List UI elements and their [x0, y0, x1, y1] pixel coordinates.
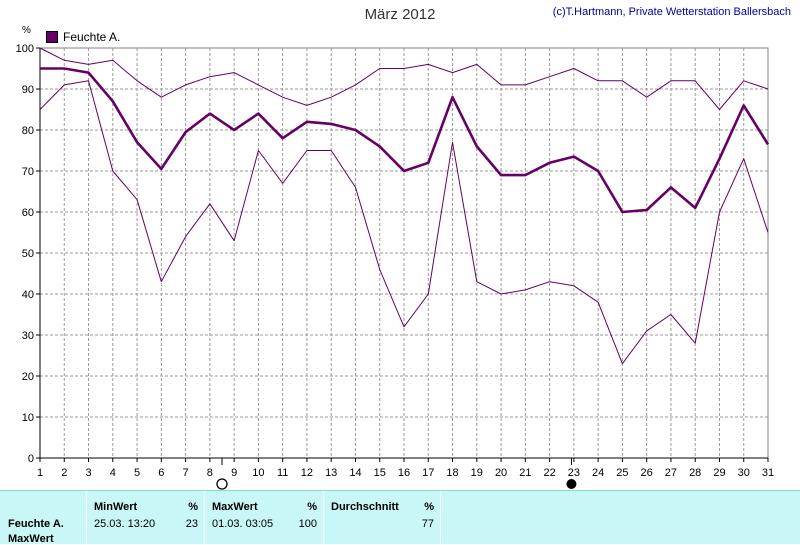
x-tick-label: 13 [325, 467, 337, 479]
stats-row-label-2: MaxWert [8, 533, 54, 545]
y-tick-label: 30 [22, 330, 34, 342]
x-tick-label: 21 [519, 467, 531, 479]
y-tick-label: 0 [28, 453, 34, 465]
y-tick-label: 60 [22, 207, 34, 219]
y-tick-label: 40 [22, 289, 34, 301]
series-line-mean [40, 67, 770, 214]
stats-label-cell: Feuchte A. MaxWert [0, 491, 87, 545]
statistics-panel: Feuchte A. MaxWert MinWert % 25.03. 13:2… [0, 490, 800, 545]
stats-row-label: Feuchte A. [8, 518, 64, 530]
x-tick-label: 4 [110, 467, 116, 479]
x-tick-label: 1 [37, 467, 43, 479]
x-tick-label: 6 [158, 467, 164, 479]
x-tick-label: 18 [446, 467, 458, 479]
y-tick-label: 20 [22, 371, 34, 383]
y-tick-label: 10 [22, 412, 34, 424]
min-date: 25.03. 13:20 [94, 518, 156, 530]
max-header: MaxWert [212, 501, 258, 513]
min-value: 23 [185, 518, 198, 530]
stats-avg-cell: Durchschnitt % 77 [324, 491, 441, 544]
new-moon-icon [566, 479, 577, 489]
x-tick-label: 20 [495, 467, 507, 479]
x-tick-label: 22 [543, 467, 555, 479]
x-tick-label: 17 [422, 467, 434, 479]
stats-min-cell: MinWert % 25.03. 13:20 23 [87, 491, 205, 544]
x-tick-label: 27 [665, 467, 677, 479]
x-tick-label: 15 [374, 467, 386, 479]
max-date: 01.03. 03:05 [212, 518, 274, 530]
max-unit: % [307, 501, 317, 513]
min-header: MinWert [94, 501, 138, 513]
x-tick-label: 14 [349, 467, 361, 479]
x-tick-label: 9 [231, 467, 237, 479]
y-tick-label: 90 [22, 84, 34, 96]
min-unit: % [188, 501, 198, 513]
x-tick-label: 23 [568, 467, 580, 479]
x-tick-label: 29 [713, 467, 725, 479]
series-line-min [39, 80, 769, 365]
chart-title: März 2012 [364, 6, 436, 23]
x-tick-label: 12 [301, 467, 313, 479]
y-tick-label: 70 [22, 166, 34, 178]
x-tick-label: 16 [398, 467, 410, 479]
x-tick-label: 10 [252, 467, 264, 479]
y-tick-label: 100 [16, 43, 34, 55]
x-tick-label: 19 [471, 467, 483, 479]
x-tick-label: 8 [207, 467, 213, 479]
x-tick-label: 5 [134, 467, 140, 479]
copyright-text: (c)T.Hartmann, Private Wetterstation Bal… [552, 6, 791, 18]
stats-max-cell: MaxWert % 01.03. 03:05 100 [205, 491, 324, 544]
x-tick-label: 25 [616, 467, 628, 479]
y-axis-unit: % [22, 25, 31, 36]
x-tick-label: 28 [689, 467, 701, 479]
x-tick-label: 11 [277, 467, 288, 479]
avg-header: Durchschnitt [331, 501, 399, 513]
y-tick-label: 80 [22, 125, 34, 137]
x-tick-label: 24 [592, 467, 604, 479]
x-tick-label: 7 [183, 467, 189, 479]
x-tick-label: 3 [85, 467, 91, 479]
x-tick-label: 2 [61, 467, 67, 479]
x-tick-label: 30 [738, 467, 750, 479]
avg-unit: % [424, 501, 434, 513]
x-tick-label: 26 [641, 467, 653, 479]
legend-swatch [46, 31, 58, 43]
legend-label: Feuchte A. [63, 30, 121, 44]
y-tick-label: 50 [22, 248, 34, 260]
avg-value: 77 [421, 518, 434, 530]
x-tick-label: 31 [762, 467, 774, 479]
series-line-max [39, 47, 769, 110]
full-moon-icon [216, 478, 228, 490]
max-value: 100 [298, 518, 317, 530]
legend: Feuchte A. [46, 30, 120, 44]
